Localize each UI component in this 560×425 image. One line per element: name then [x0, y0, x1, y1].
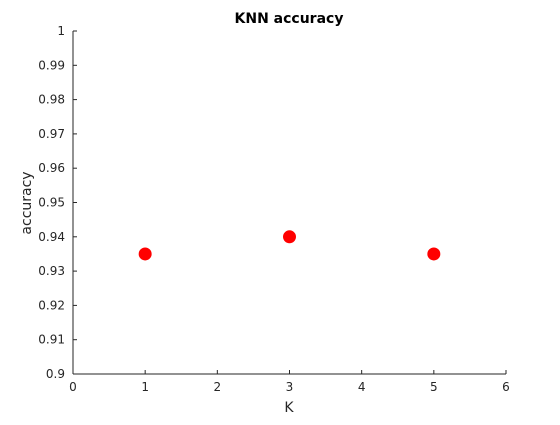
y-tick-label: 0.9 — [46, 367, 65, 381]
x-tick-label: 0 — [69, 380, 77, 394]
x-tick-label: 6 — [502, 380, 510, 394]
x-tick-label: 2 — [214, 380, 222, 394]
axes — [72, 31, 506, 375]
y-tick-label: 0.93 — [38, 264, 65, 278]
y-tick-label: 0.99 — [38, 58, 65, 72]
y-tick-label: 0.91 — [38, 333, 65, 347]
y-tick-label: 0.98 — [38, 93, 65, 107]
data-point — [283, 230, 296, 244]
chart-title: KNN accuracy — [235, 11, 344, 27]
x-axis-ticks: 0 1 2 3 4 5 6 — [69, 370, 510, 394]
y-axis-label: accuracy — [19, 171, 35, 234]
y-tick-label: 0.96 — [38, 161, 65, 175]
x-tick-label: 1 — [141, 380, 149, 394]
y-tick-label: 0.94 — [38, 230, 65, 244]
y-tick-label: 0.92 — [38, 298, 65, 312]
y-axis-ticks: 0.9 0.91 0.92 0.93 0.94 0.95 0.96 0.97 0.98 0.99 1 — [38, 24, 77, 381]
x-tick-label: 5 — [430, 380, 438, 394]
y-tick-label: 0.95 — [38, 196, 65, 210]
x-tick-label: 4 — [358, 380, 366, 394]
x-axis-label: K — [284, 400, 294, 416]
y-tick-label: 1 — [57, 24, 65, 38]
data-point — [427, 247, 441, 261]
x-tick-label: 3 — [286, 380, 294, 394]
data-point — [138, 247, 152, 261]
data-points — [138, 230, 441, 261]
y-tick-label: 0.97 — [38, 127, 65, 141]
